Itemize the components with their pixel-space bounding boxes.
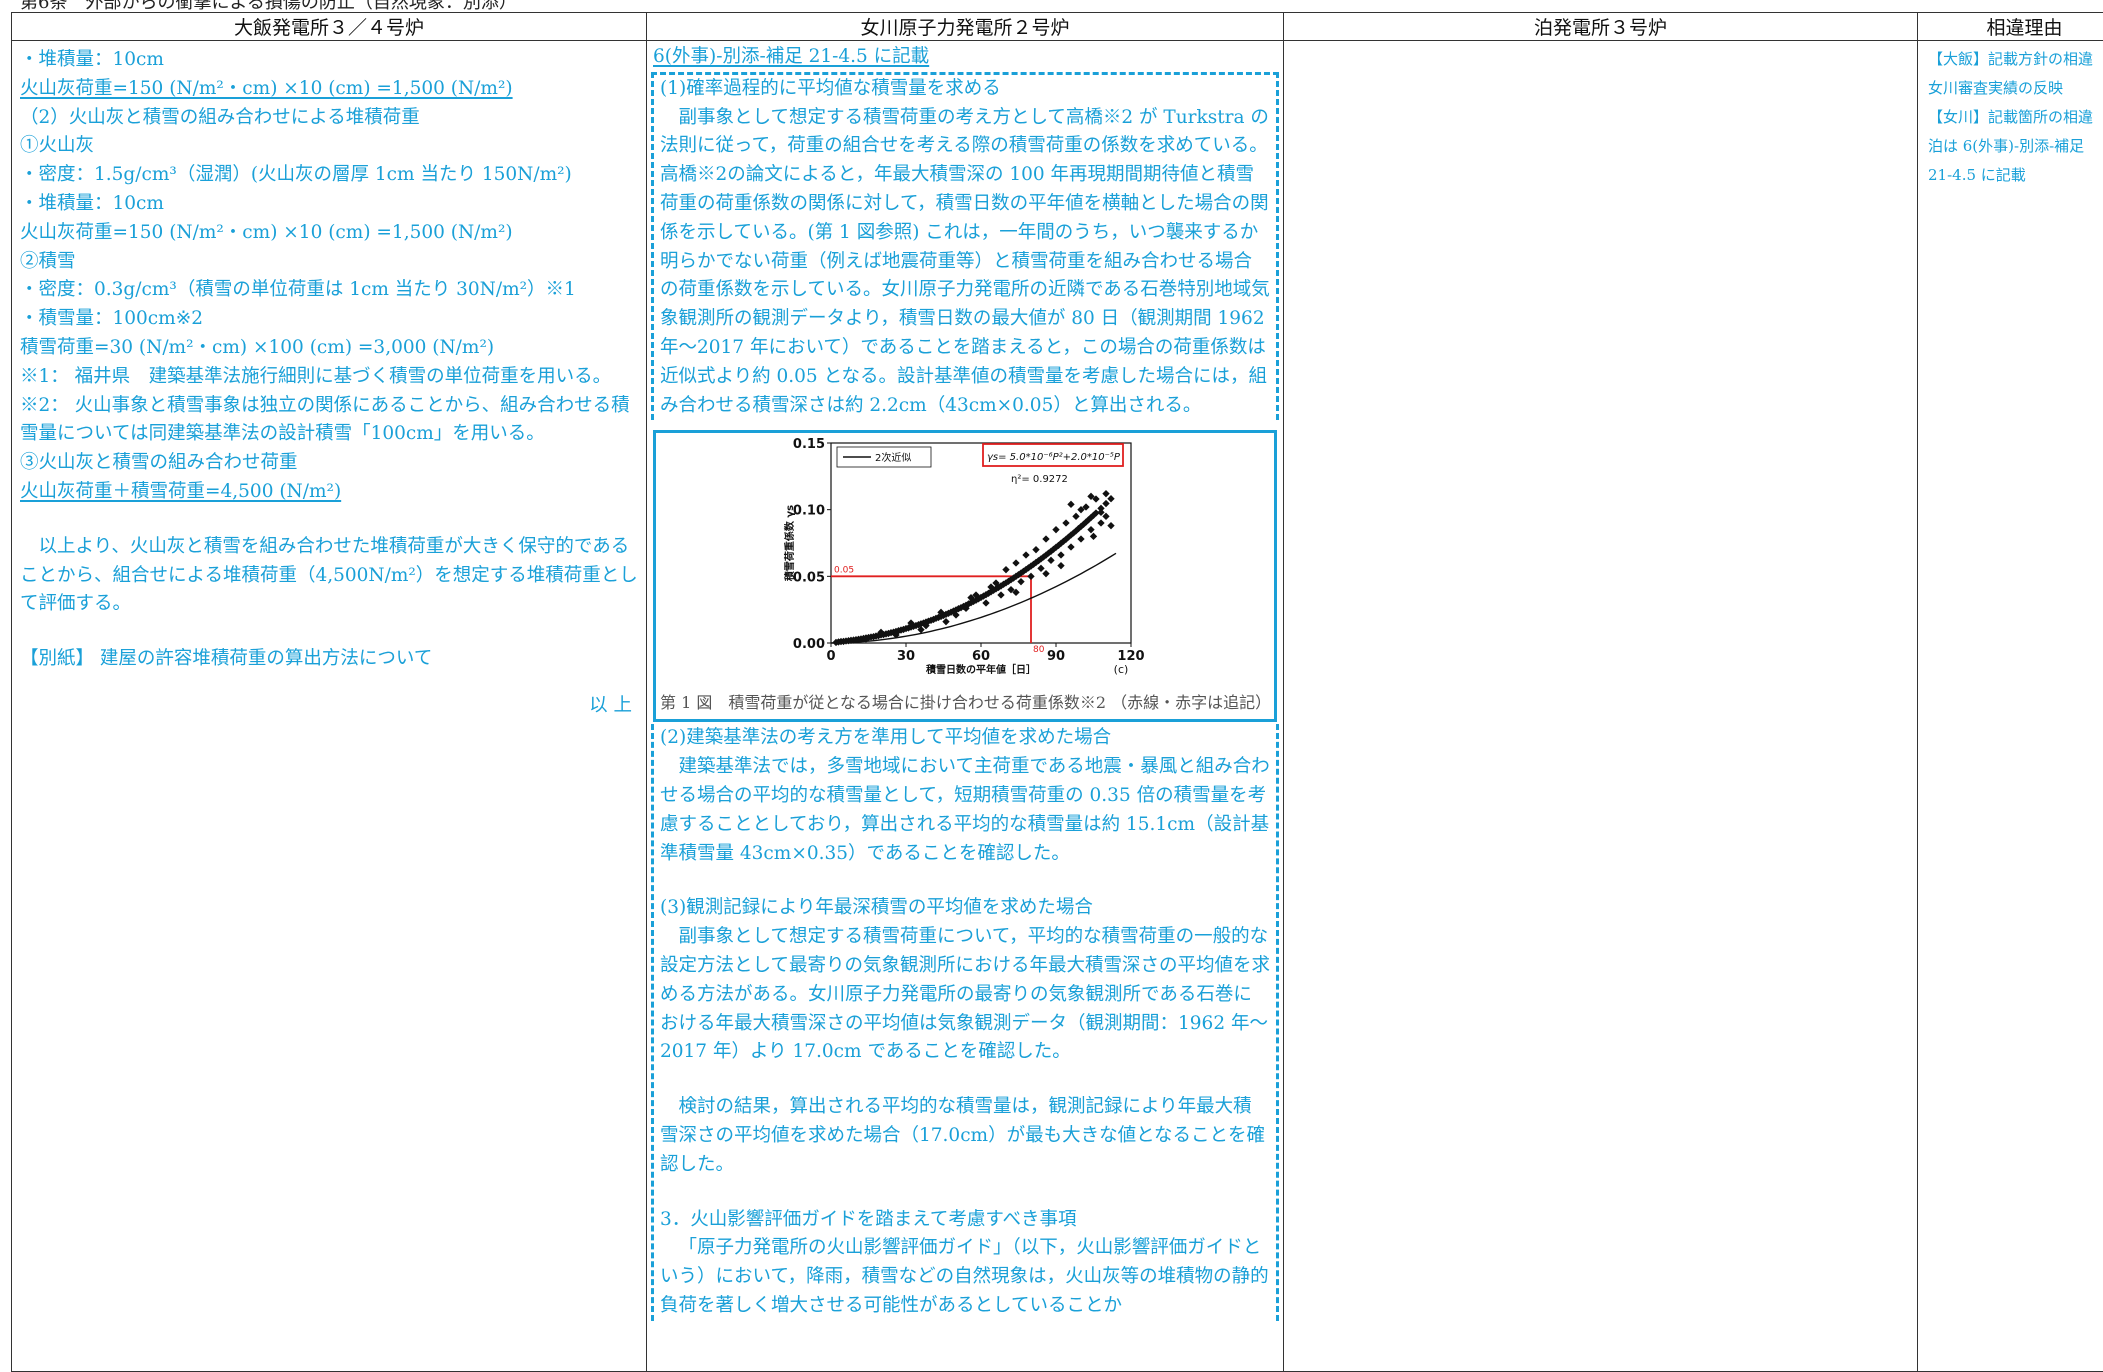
data-point (1032, 546, 1039, 553)
y-tick-label: 0.05 (793, 571, 825, 586)
load-factor-scatter-chart: 0.00 0.05 0.10 0.15 0 30 60 90 120 積雪日数の平年値［日］ 積雪荷… (656, 433, 1282, 687)
data-point (1062, 520, 1069, 527)
data-point (1012, 560, 1019, 567)
onagawa-column-cell: 6(外事)-別添-補足 21-4.5 に記載 (1)確率過程的に平均値な積雪量を… (647, 41, 1284, 1372)
ohi-line: 火山灰荷重=150 (N/m²・cm) ×10 (cm) =1,500 (N/m… (20, 219, 638, 248)
data-point (1097, 520, 1104, 527)
coefficient-figure: 0.00 0.05 0.10 0.15 0 30 60 90 120 積雪日数の平年値［日］ 積雪荷… (653, 430, 1277, 722)
x-tick-label: 0 (826, 649, 835, 664)
reference-y-label: 0.05 (834, 566, 854, 576)
onagawa-paragraph-5: 「原子力発電所の火山影響評価ガイド」（以下，火山影響評価ガイドという）において，… (660, 1234, 1270, 1320)
y-tick-label: 0.10 (793, 504, 825, 519)
column-header-tomari: 泊発電所３号炉 (1284, 13, 1918, 41)
data-point (1042, 536, 1049, 543)
data-point (997, 592, 1004, 599)
data-point (1097, 509, 1104, 516)
y-axis-label: 積雪荷重係数 γs (783, 505, 796, 582)
reference-x-label: 80 (1033, 645, 1045, 655)
data-point (1077, 536, 1084, 543)
ohi-line-underlined: 火山灰荷重=150 (N/m²・cm) ×10 (cm) =1,500 (N/m… (20, 75, 638, 104)
ohi-line-underlined: 火山灰荷重＋積雪荷重=4,500 (N/m²) (20, 478, 638, 507)
ohi-line: ③火山灰と積雪の組み合わせ荷重 (20, 449, 638, 478)
onagawa-paragraph-1: 副事象として想定する積雪荷重の考え方として高橋※2 が Turkstra の法則… (660, 104, 1270, 421)
legend-label: 2次近似 (875, 451, 911, 464)
data-point (1057, 562, 1064, 569)
data-point (1057, 552, 1064, 559)
data-point (1047, 557, 1054, 564)
data-point (1102, 500, 1109, 507)
data-point (1067, 544, 1074, 551)
onagawa-heading-4: 3．火山影響評価ガイドを踏まえて考慮すべき事項 (660, 1206, 1270, 1235)
ohi-column-cell: ・堆積量：10cm 火山灰荷重=150 (N/m²・cm) ×10 (cm) =… (12, 41, 647, 1372)
x-tick-label: 90 (1047, 649, 1065, 664)
data-point (1107, 495, 1114, 502)
data-point (942, 618, 949, 625)
data-point (1102, 513, 1109, 520)
onagawa-text: 6(外事)-別添-補足 21-4.5 に記載 (1)確率過程的に平均値な積雪量を… (647, 41, 1283, 1321)
r-squared-label: η²= 0.9272 (1011, 474, 1068, 485)
y-tick-label: 0.15 (793, 437, 825, 452)
column-header-reason: 相違理由 (1918, 13, 2103, 41)
ohi-line: ・堆積量：10cm (20, 190, 638, 219)
data-point (1017, 578, 1024, 585)
data-point (1052, 526, 1059, 533)
x-axis-label: 積雪日数の平年値［日］ (925, 663, 1036, 676)
equation-label: γs= 5.0*10⁻⁶P²+2.0*10⁻⁵P (987, 452, 1121, 463)
data-point (1037, 565, 1044, 572)
ohi-line: 積雪荷重=30 (N/m²・cm) ×100 (cm) =3,000 (N/m²… (20, 334, 638, 363)
ohi-paragraph: 以上より、火山灰と積雪を組み合わせた堆積荷重が大きく保守的であることから、組合せ… (20, 533, 638, 619)
ohi-line: ②積雪 (20, 248, 638, 277)
tomari-column-cell (1284, 41, 1918, 1372)
onagawa-paragraph-4: 検討の結果，算出される平均的な積雪量は，観測記録により年最大積雪深さの平均値を求… (660, 1093, 1270, 1179)
comparison-table: 大飯発電所３／４号炉 女川原子力発電所２号炉 泊発電所３号炉 相違理由 ・堆積量… (11, 12, 2103, 1372)
data-point (982, 600, 989, 607)
onagawa-ref: 6(外事)-別添-補足 21-4.5 に記載 (653, 43, 1277, 72)
ohi-text: ・堆積量：10cm 火山灰荷重=150 (N/m²・cm) ×10 (cm) =… (12, 41, 646, 721)
ohi-end-mark: 以 上 (20, 692, 638, 721)
x-tick-label: 30 (897, 649, 915, 664)
data-point (1027, 573, 1034, 580)
column-header-ohi: 大飯発電所３／４号炉 (12, 13, 647, 41)
plot-frame (831, 443, 1131, 643)
ohi-line: ①火山灰 (20, 132, 638, 161)
reason-text: 【大飯】記載方針の相違 女川審査実績の反映 【女川】記載箇所の相違 泊は 6(外… (1918, 41, 2103, 190)
panel-label: (c) (1114, 663, 1129, 676)
reason-line: 【女川】記載箇所の相違 (1928, 103, 2103, 132)
y-tick-label: 0.00 (793, 637, 825, 652)
onagawa-heading-2: (2)建築基準法の考え方を準用して平均値を求めた場合 (660, 724, 1270, 753)
data-point (1002, 566, 1009, 573)
ohi-attachment-ref: 【別紙】 建屋の許容堆積荷重の算出方法について (20, 645, 638, 674)
ohi-note: ※2： 火山事象と積雪事象は独立の関係にあることから、組み合わせる積雪量について… (20, 392, 638, 450)
ohi-line: ・積雪量：100cm※2 (20, 305, 638, 334)
ohi-note: ※1： 福井県 建築基準法施行細則に基づく積雪の単位荷重を用いる。 (20, 363, 638, 392)
x-tick-label: 60 (972, 649, 990, 664)
data-point (1107, 522, 1114, 529)
data-point (1022, 552, 1029, 559)
ohi-line: ・密度：1.5g/cm³（湿潤）(火山灰の層厚 1cm 当たり 150N/m²) (20, 161, 638, 190)
ohi-heading: （2）火山灰と積雪の組み合わせによる堆積荷重 (20, 104, 638, 133)
reason-line: 21-4.5 に記載 (1928, 161, 2103, 190)
onagawa-heading-3: (3)観測記録により年最深積雪の平均値を求めた場合 (660, 894, 1270, 923)
onagawa-paragraph-3: 副事象として想定する積雪荷重について，平均的な積雪荷重の一般的な設定方法として最… (660, 923, 1270, 1067)
reason-column-cell: 【大飯】記載方針の相違 女川審査実績の反映 【女川】記載箇所の相違 泊は 6(外… (1918, 41, 2103, 1372)
reason-line: 女川審査実績の反映 (1928, 74, 2103, 103)
onagawa-paragraph-2: 建築基準法では，多雪地域において主荷重である地震・暴風と組み合わせる場合の平均的… (660, 753, 1270, 868)
x-tick-label: 120 (1117, 649, 1144, 664)
ohi-line: ・密度：0.3g/cm³（積雪の単位荷重は 1cm 当たり 30N/m²）※1 (20, 276, 638, 305)
reason-line: 【大飯】記載方針の相違 (1928, 45, 2103, 74)
data-point (1087, 526, 1094, 533)
data-point (1067, 501, 1074, 508)
data-point (1042, 570, 1049, 577)
onagawa-heading-1: (1)確率過程的に平均値な積雪量を求める (660, 75, 1270, 104)
data-point (1102, 490, 1109, 497)
column-header-onagawa: 女川原子力発電所２号炉 (647, 13, 1284, 41)
reason-line: 泊は 6(外事)-別添-補足 (1928, 132, 2103, 161)
data-point (1090, 533, 1097, 540)
figure-caption: 第 1 図 積雪荷重が従となる場合に掛け合わせる荷重係数※2 （赤線・赤字は追記… (660, 689, 1271, 718)
data-point (1072, 513, 1079, 520)
ohi-line: ・堆積量：10cm (20, 46, 638, 75)
